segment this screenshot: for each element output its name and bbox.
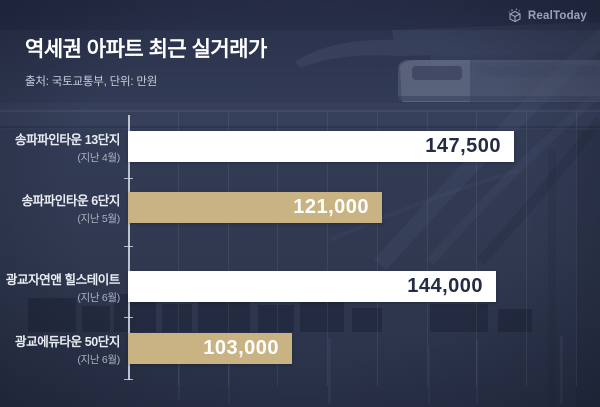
- category-label: 광교에듀타운 50단지 (지난 6월): [0, 333, 120, 366]
- chart-header: 역세권 아파트 최근 실거래가 출처: 국토교통부, 단위: 만원: [25, 36, 267, 89]
- gridline: [277, 112, 278, 386]
- brand-logo: RealToday: [507, 8, 587, 24]
- category-period: (지난 6월): [77, 291, 120, 304]
- bar-value: 147,500: [425, 135, 501, 157]
- bar-row: 광교에듀타운 50단지 (지난 6월) 103,000: [0, 333, 600, 366]
- category-label: 광교자연앤 힐스테이트 (지난 6월): [0, 271, 120, 304]
- gridline: [377, 112, 378, 386]
- bar-row: 광교자연앤 힐스테이트 (지난 6월) 144,000: [0, 271, 600, 304]
- bar: 103,000: [128, 333, 292, 364]
- bar: 144,000: [128, 271, 496, 302]
- gridline: [576, 112, 577, 386]
- top-shade: [0, 0, 600, 30]
- platform-band: [0, 103, 600, 129]
- category-period: (지난 4월): [77, 151, 120, 164]
- category-name: 광교자연앤 힐스테이트: [5, 272, 120, 287]
- category-label: 송파파인타운 6단지 (지난 5월): [0, 192, 121, 225]
- category-period: (지난 6월): [77, 353, 120, 366]
- gridline: [178, 112, 179, 386]
- axis-tick: [124, 246, 133, 247]
- gridline: [427, 112, 428, 386]
- axis-tick: [124, 317, 133, 318]
- gridline: [228, 112, 229, 386]
- brand-name: RealToday: [527, 10, 587, 22]
- light-streaks: [178, 336, 563, 404]
- source-note: 출처: 국토교통부, 단위: 만원: [25, 76, 158, 89]
- bar: 121,000: [128, 192, 382, 223]
- bar-value: 121,000: [293, 196, 369, 218]
- category-name: 송파파인타운 13단지: [15, 132, 120, 147]
- gridline: [327, 112, 328, 386]
- bar-row: 송파파인타운 6단지 (지난 5월) 121,000: [0, 192, 600, 225]
- category-name: 송파파인타운 6단지: [21, 193, 121, 208]
- page-title: 역세권 아파트 최근 실거래가: [25, 38, 267, 61]
- axis-tick: [124, 379, 133, 380]
- category-label: 송파파인타운 13단지 (지난 4월): [0, 131, 120, 164]
- axis-tick: [124, 178, 133, 179]
- bar-value: 103,000: [203, 337, 279, 359]
- category-name: 광교에듀타운 50단지: [15, 334, 120, 349]
- cube-logo-icon: [508, 8, 521, 23]
- train-shape: [398, 60, 600, 102]
- bar: 147,500: [128, 131, 514, 162]
- gridline: [526, 112, 527, 386]
- pillar-shapes: [548, 130, 600, 407]
- bar-value: 144,000: [407, 275, 483, 297]
- y-axis-line: [128, 115, 130, 380]
- category-period: (지난 5월): [77, 212, 120, 225]
- bar-row: 송파파인타운 13단지 (지난 4월) 147,500: [0, 131, 600, 164]
- gridline: [476, 112, 477, 386]
